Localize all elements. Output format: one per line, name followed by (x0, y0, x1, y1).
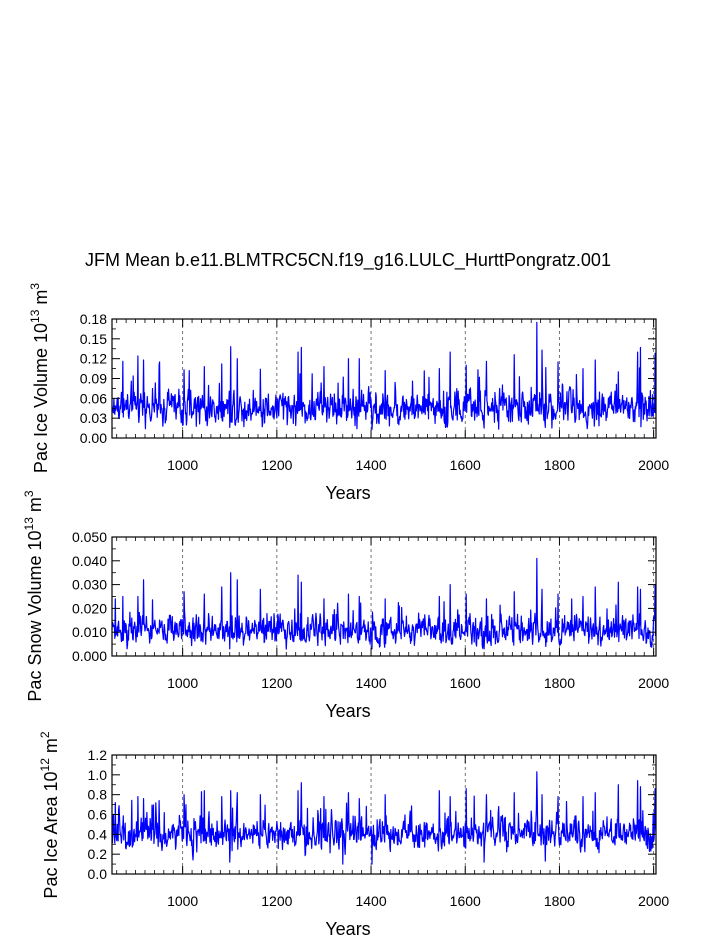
y-tick-label: 0.040 (72, 553, 107, 569)
y-tick-label: 0.18 (80, 311, 107, 327)
y-axis-label: Pac Ice Volume 1013 m3 (28, 283, 51, 473)
x-tick-label: 1000 (167, 893, 198, 909)
y-tick-label: 0.000 (72, 648, 107, 664)
y-tick-label: 0.06 (80, 390, 107, 406)
y-tick-label: 0.8 (88, 787, 108, 803)
x-tick-label: 1800 (544, 675, 575, 691)
x-tick-label: 2000 (638, 675, 669, 691)
x-tick-label: 1000 (167, 675, 198, 691)
x-tick-label: 2000 (638, 457, 669, 473)
y-tick-label: 0.4 (88, 826, 108, 842)
y-tick-label: 0.6 (88, 807, 108, 823)
figure-title: JFM Mean b.e11.BLMTRC5CN.f19_g16.LULC_Hu… (85, 250, 611, 271)
chart-panel-2: 1000 1200 1400 1600 1800 2000 0.000 0.010 0.020 0… (22, 490, 669, 721)
x-axis-label: Years (325, 919, 370, 935)
x-tick-label: 1200 (261, 675, 292, 691)
x-tick-label: 1600 (450, 457, 481, 473)
x-axis-label: Years (325, 701, 370, 721)
x-tick-label: 1600 (450, 675, 481, 691)
y-tick-label: 1.2 (88, 747, 108, 763)
y-tick-label: 0.020 (72, 600, 107, 616)
y-tick-label: 1.0 (88, 767, 108, 783)
x-axis-label: Years (325, 483, 370, 503)
y-tick-label: 0.010 (72, 624, 107, 640)
series-line (111, 321, 657, 431)
y-tick-label: 0.2 (88, 846, 108, 862)
x-tick-label: 1400 (355, 457, 386, 473)
x-tick-label: 1400 (355, 893, 386, 909)
x-tick-label: 1000 (167, 457, 198, 473)
y-tick-label: 0.15 (80, 331, 107, 347)
y-tick-label: 0.09 (80, 371, 107, 387)
y-axis-label: Pac Snow Volume 1013 m3 (22, 490, 45, 701)
y-tick-label: 0.0 (88, 866, 108, 882)
x-tick-label: 1800 (544, 457, 575, 473)
series-line (111, 771, 657, 865)
chart-panel-1: 1000 1200 1400 1600 1800 2000 0.00 0.03 0.06 0.09… (28, 283, 669, 503)
x-tick-label: 2000 (638, 893, 669, 909)
x-tick-label: 1400 (355, 675, 386, 691)
x-tick-label: 1200 (261, 457, 292, 473)
y-tick-label: 0.00 (80, 430, 107, 446)
y-tick-label: 0.03 (80, 410, 107, 426)
chart-panel-3: 1000 1200 1400 1600 1800 2000 0.0 0.2 0.4 0.6 0.8 1… (38, 731, 669, 935)
y-tick-label: 0.12 (80, 351, 107, 367)
y-tick-label: 0.030 (72, 577, 107, 593)
x-tick-label: 1600 (450, 893, 481, 909)
x-tick-label: 1200 (261, 893, 292, 909)
y-tick-label: 0.050 (72, 529, 107, 545)
x-tick-label: 1800 (544, 893, 575, 909)
series-line (111, 557, 657, 650)
y-axis-label: Pac Ice Area 1012 m2 (38, 731, 61, 898)
